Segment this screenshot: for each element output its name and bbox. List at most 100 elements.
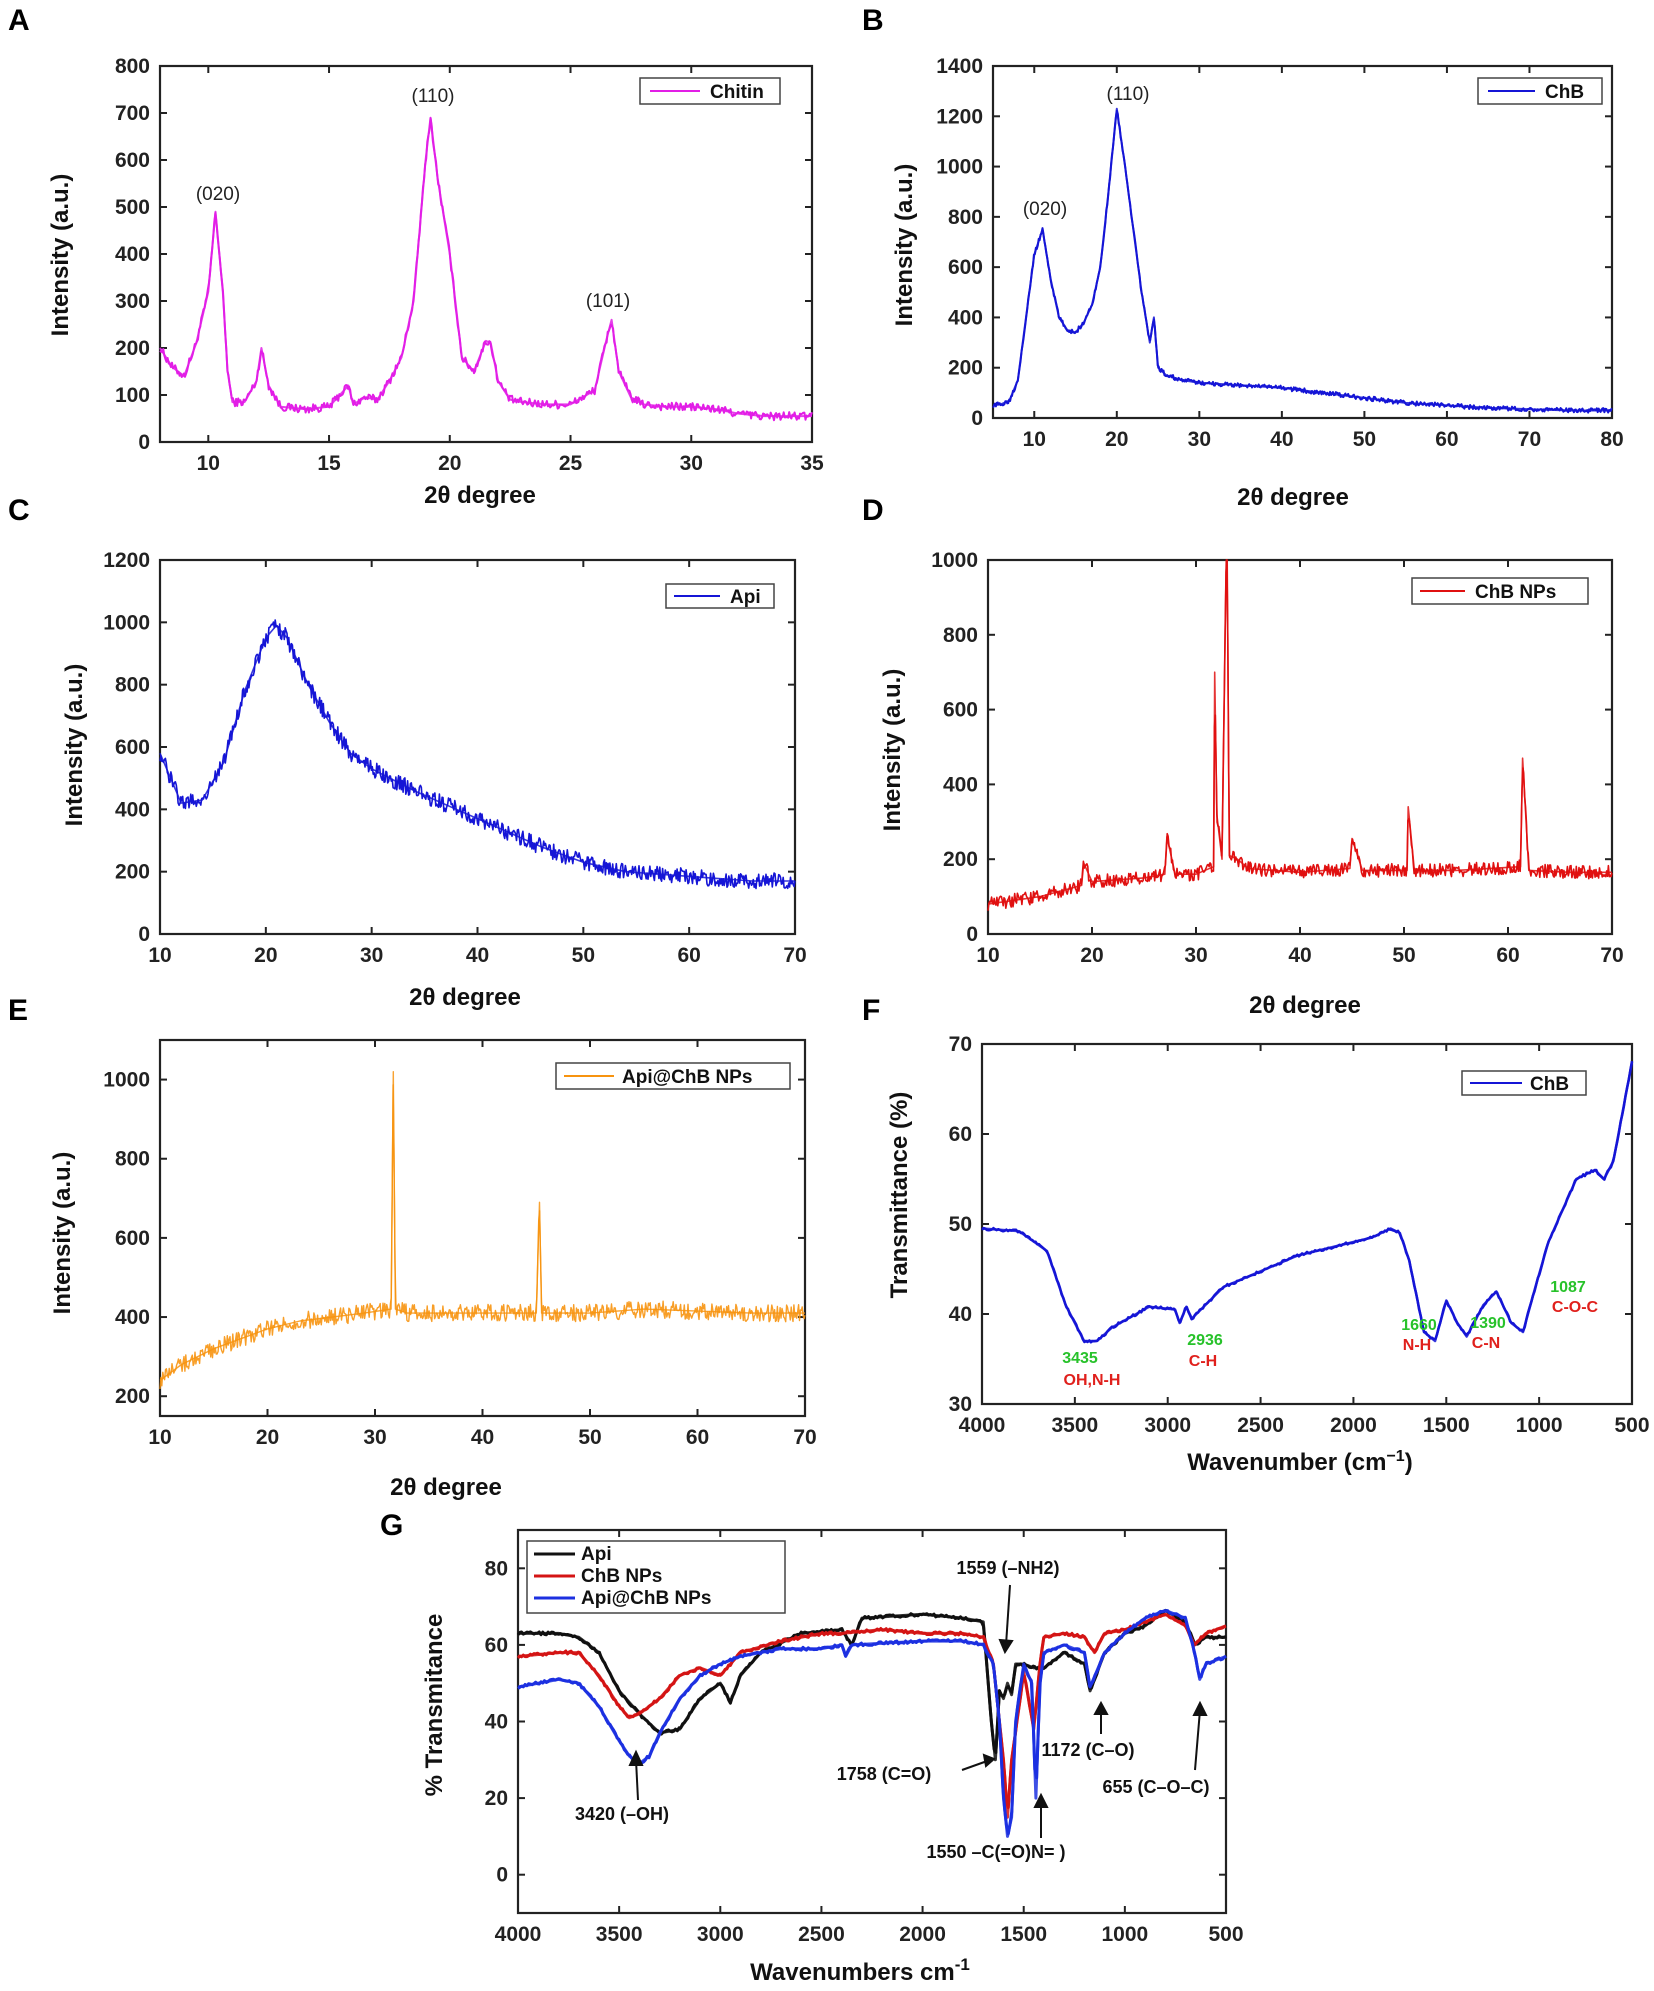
x-tick-label: 30 [1188, 428, 1211, 451]
legend-label-api: Api [730, 587, 761, 608]
y-tick-label: 1000 [103, 1069, 150, 1092]
x-tick-label: 4000 [495, 1923, 542, 1946]
annotation-oh: 3420 (–OH) [575, 1804, 669, 1824]
y-tick-label: 500 [115, 196, 150, 219]
y-tick-label: 400 [115, 1306, 150, 1329]
legend-label-chb-nps: ChB NPs [1475, 582, 1556, 603]
y-tick-label: 600 [115, 1227, 150, 1250]
series-peaks-chb [992, 107, 1612, 412]
x-tick-label: 10 [148, 1426, 171, 1449]
y-tick-label: 200 [943, 848, 978, 871]
y-tick-label: 1000 [103, 611, 150, 634]
plot-c: 10 20 30 40 50 60 70 0 200 400 600 800 1000 1200 [103, 549, 806, 967]
panel-label-a: A [8, 4, 30, 37]
y-tick-label: 70 [949, 1033, 972, 1056]
xlabel-end: ) [1405, 1449, 1413, 1476]
panel-f-ylabel: Transmittance (%) [886, 1092, 913, 1299]
panel-e-xlabel: 2θ degree [390, 1474, 502, 1501]
legend-label-api: Api [581, 1544, 612, 1565]
panel-d: 10 20 30 40 50 60 70 0 200 400 600 800 1000 2θ degre… [879, 549, 1624, 1019]
peak-label-101: (101) [586, 291, 630, 312]
x-tick-label: 500 [1208, 1923, 1243, 1946]
y-tick-label: 1000 [936, 156, 983, 179]
x-tick-label: 1500 [1423, 1414, 1470, 1437]
panel-g: 4000 3500 3000 2500 2000 1500 1000 500 0 20 40 60 80… [421, 1528, 1244, 1986]
x-tick-label: 40 [1288, 944, 1311, 967]
y-tick-label: 600 [115, 736, 150, 759]
x-tick-label: 20 [256, 1426, 279, 1449]
peak-label-110: (110) [412, 86, 455, 107]
x-tick-label: 40 [466, 944, 489, 967]
x-tick-label: 20 [438, 452, 461, 475]
series-peaks-chitin [159, 116, 812, 418]
x-tick-label: 60 [1496, 944, 1519, 967]
arrow-head-oh [628, 1749, 644, 1766]
series-line-api [159, 619, 796, 890]
series-line-chitin [159, 117, 813, 422]
legend-label-chitin: Chitin [710, 82, 764, 103]
x-tick-label: 20 [1105, 428, 1128, 451]
series-line-chb [981, 1060, 1634, 1344]
panel-label-g: G [380, 1509, 403, 1542]
legend-label-api-chb-nps: Api@ChB NPs [622, 1067, 752, 1088]
series-line-chb [992, 109, 1613, 414]
x-tick-label: 35 [800, 452, 824, 475]
legend-label-chb: ChB [1545, 82, 1584, 103]
annotation-cn: C-N [1472, 1335, 1500, 1352]
annotation-co: 1758 (C=O) [837, 1764, 932, 1784]
arrow-head-coc [1192, 1700, 1208, 1716]
x-tick-label: 25 [559, 452, 583, 475]
panel-b: 10 20 30 40 50 60 70 80020040060080010001200140… [891, 55, 1624, 511]
panel-g-legend: Api ChB NPs Api@ChB NPs [526, 1540, 786, 1614]
y-tick-label: 40 [949, 1303, 972, 1326]
panel-label-d: D [862, 494, 884, 527]
peak-label-110: (110) [1107, 84, 1150, 105]
arrow-head-nh2 [998, 1638, 1014, 1655]
y-tick-label: 100 [115, 384, 150, 407]
x-tick-label: 1000 [1516, 1414, 1563, 1437]
arrow-coc [1194, 1709, 1201, 1771]
y-tick-label: 600 [948, 256, 983, 279]
x-tick-label: 3000 [697, 1923, 744, 1946]
x-tick-label: 50 [1392, 944, 1415, 967]
panel-label-f: F [862, 994, 880, 1027]
x-tick-label: 60 [1435, 428, 1458, 451]
series-line-api-chb-nps [159, 1084, 806, 1389]
x-tick-label: 60 [686, 1426, 709, 1449]
x-tick-label: 15 [317, 452, 341, 475]
y-tick-label: 400 [115, 798, 150, 821]
y-tick-label: 60 [485, 1634, 508, 1657]
panel-label-e: E [8, 994, 28, 1027]
plot-b: 10 20 30 40 50 60 70 80020040060080010001200140… [936, 55, 1623, 451]
annotation-coc: 655 (C–O–C) [1102, 1777, 1209, 1797]
panel-e-legend: Api@ChB NPs [555, 1062, 791, 1090]
panel-label-c: C [8, 494, 30, 527]
y-tick-label: 700 [115, 102, 150, 125]
x-tick-label: 70 [1518, 428, 1541, 451]
panel-c-ylabel: Intensity (a.u.) [61, 664, 88, 827]
y-tick-label: 200 [948, 357, 983, 380]
y-tick-label: 50 [949, 1213, 972, 1236]
y-tick-label: 0 [138, 923, 150, 946]
legend-label-chb-nps: ChB NPs [581, 1566, 662, 1587]
y-tick-label: 200 [115, 861, 150, 884]
annotation-1087: 1087 [1550, 1279, 1586, 1296]
x-tick-label: 2000 [1330, 1414, 1377, 1437]
annotation-nh2: 1559 (–NH2) [956, 1558, 1059, 1578]
x-tick-label: 1000 [1101, 1923, 1148, 1946]
x-tick-label: 80 [1600, 428, 1623, 451]
y-tick-label: 0 [971, 407, 983, 430]
panel-a-legend: Chitin [639, 77, 781, 105]
panel-e: 10 20 30 40 50 60 70 200 400 600 800 1000 2θ degree… [49, 1038, 817, 1501]
panel-c: 10 20 30 40 50 60 70 0 200 400 600 800 1000 1200 2θ d… [61, 549, 807, 1011]
x-tick-label: 10 [197, 452, 220, 475]
annotation-ch: C-H [1189, 1353, 1217, 1370]
y-tick-label: 1200 [103, 549, 150, 572]
panel-b-ylabel: Intensity (a.u.) [891, 164, 918, 327]
x-tick-label: 10 [1023, 428, 1046, 451]
panel-e-ylabel: Intensity (a.u.) [49, 1152, 76, 1315]
xlabel-text: Wavenumbers cm [750, 1959, 955, 1986]
y-tick-label: 300 [115, 290, 150, 313]
annotation-1390: 1390 [1470, 1315, 1506, 1332]
x-tick-label: 50 [578, 1426, 601, 1449]
